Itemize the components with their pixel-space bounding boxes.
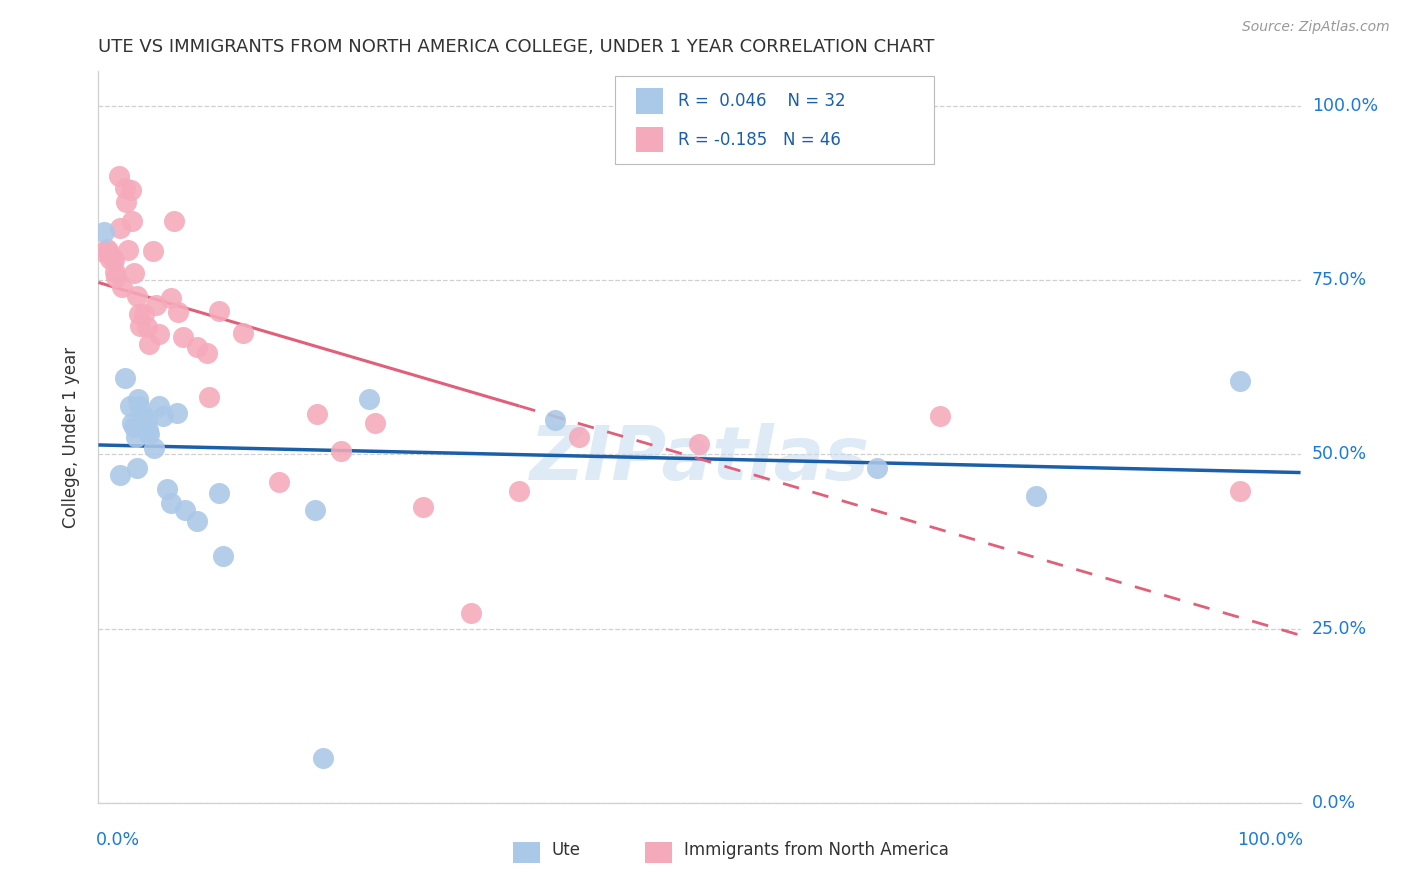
- FancyBboxPatch shape: [645, 842, 672, 863]
- Point: [114, 371, 136, 385]
- Point: [928, 409, 950, 424]
- Point: [357, 392, 380, 406]
- Point: [120, 183, 142, 197]
- Point: [364, 416, 387, 430]
- Point: [93, 245, 115, 260]
- Point: [159, 291, 181, 305]
- Point: [568, 430, 591, 444]
- Text: 0.0%: 0.0%: [1312, 794, 1355, 812]
- Point: [100, 252, 122, 267]
- Point: [98, 245, 121, 260]
- Point: [111, 280, 134, 294]
- Point: [1229, 375, 1251, 389]
- Point: [132, 307, 155, 321]
- FancyBboxPatch shape: [636, 88, 664, 114]
- Point: [460, 607, 482, 621]
- Point: [125, 461, 148, 475]
- Point: [96, 242, 118, 256]
- Point: [208, 304, 231, 318]
- Point: [688, 437, 710, 451]
- Point: [232, 326, 254, 340]
- Point: [159, 496, 181, 510]
- Point: [148, 326, 170, 341]
- Point: [138, 426, 160, 441]
- Point: [152, 409, 174, 424]
- Point: [195, 346, 218, 360]
- Point: [212, 549, 235, 563]
- Text: 100.0%: 100.0%: [1237, 830, 1303, 848]
- Point: [198, 390, 221, 404]
- Point: [307, 407, 329, 421]
- Point: [127, 392, 149, 406]
- Point: [330, 444, 353, 458]
- Point: [141, 244, 163, 258]
- Point: [166, 406, 188, 420]
- Point: [124, 419, 146, 434]
- Point: [121, 214, 143, 228]
- FancyBboxPatch shape: [513, 842, 540, 863]
- Point: [312, 750, 335, 764]
- Point: [145, 298, 167, 312]
- Point: [131, 419, 153, 434]
- Text: Ute: Ute: [551, 840, 581, 859]
- Point: [186, 514, 208, 528]
- Point: [172, 330, 194, 344]
- Point: [136, 423, 159, 437]
- Point: [1025, 489, 1047, 503]
- Point: [163, 214, 186, 228]
- Point: [138, 337, 160, 351]
- Text: 0.0%: 0.0%: [96, 830, 141, 848]
- Point: [129, 318, 152, 333]
- Point: [166, 304, 188, 318]
- Point: [125, 430, 148, 444]
- Point: [108, 169, 131, 183]
- Point: [93, 225, 115, 239]
- Point: [114, 181, 136, 195]
- Point: [866, 461, 889, 475]
- Point: [135, 412, 157, 426]
- Point: [1229, 483, 1251, 498]
- Point: [156, 483, 179, 497]
- Text: 50.0%: 50.0%: [1312, 445, 1367, 464]
- Point: [304, 503, 326, 517]
- Point: [124, 266, 146, 280]
- Point: [148, 399, 170, 413]
- Point: [135, 320, 157, 334]
- Point: [115, 195, 138, 210]
- Y-axis label: College, Under 1 year: College, Under 1 year: [62, 346, 80, 528]
- FancyBboxPatch shape: [616, 77, 934, 164]
- Text: R =  0.046    N = 32: R = 0.046 N = 32: [678, 92, 845, 110]
- Point: [117, 244, 139, 258]
- Text: UTE VS IMMIGRANTS FROM NORTH AMERICA COLLEGE, UNDER 1 YEAR CORRELATION CHART: UTE VS IMMIGRANTS FROM NORTH AMERICA COL…: [98, 38, 935, 56]
- Point: [104, 265, 127, 279]
- Point: [544, 412, 567, 426]
- Text: Immigrants from North America: Immigrants from North America: [683, 840, 949, 859]
- Point: [121, 416, 143, 430]
- Point: [412, 500, 434, 514]
- Text: 100.0%: 100.0%: [1312, 97, 1378, 115]
- Point: [128, 307, 150, 321]
- Point: [267, 475, 290, 490]
- Point: [108, 468, 131, 483]
- Point: [174, 503, 197, 517]
- Point: [508, 484, 530, 499]
- Point: [103, 253, 125, 268]
- Text: Source: ZipAtlas.com: Source: ZipAtlas.com: [1241, 20, 1389, 34]
- Point: [142, 441, 165, 455]
- Text: 25.0%: 25.0%: [1312, 620, 1367, 638]
- Text: ZIPatlas: ZIPatlas: [530, 423, 869, 496]
- Text: 75.0%: 75.0%: [1312, 271, 1367, 289]
- Point: [186, 339, 208, 353]
- Text: R = -0.185   N = 46: R = -0.185 N = 46: [678, 130, 841, 149]
- Point: [128, 399, 150, 413]
- Point: [101, 251, 124, 265]
- FancyBboxPatch shape: [636, 127, 664, 153]
- Point: [105, 269, 128, 284]
- Point: [208, 485, 231, 500]
- Point: [125, 288, 148, 302]
- Point: [108, 221, 131, 235]
- Point: [118, 399, 141, 413]
- Point: [132, 409, 155, 424]
